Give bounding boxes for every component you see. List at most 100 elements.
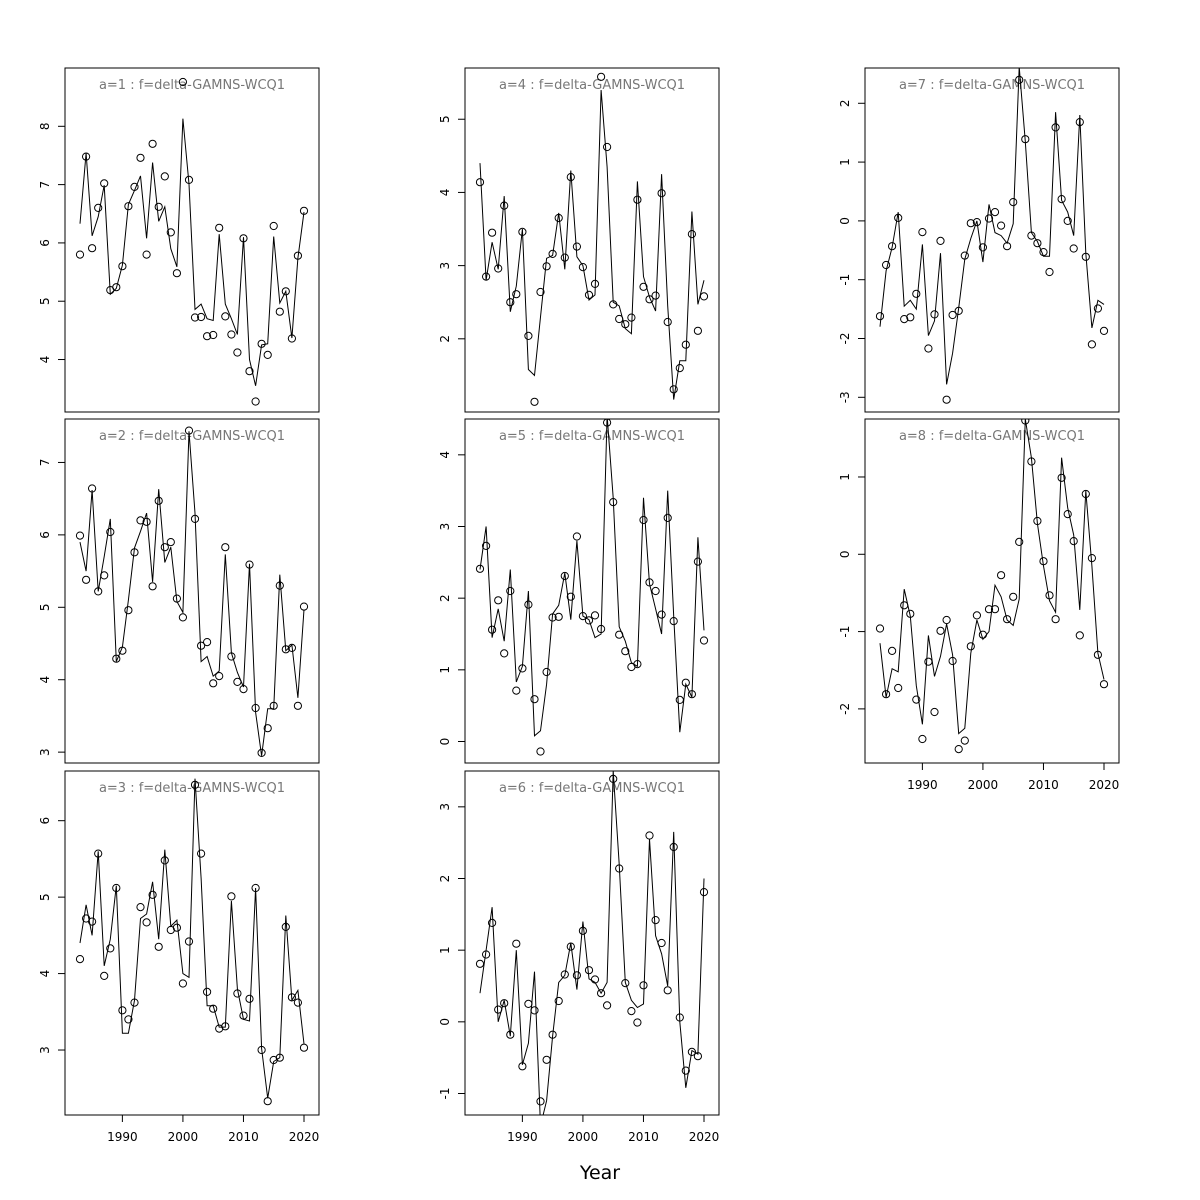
- panel-6-observed-point: [512, 939, 521, 948]
- panel-6-x-tick-label: 1990: [507, 1130, 538, 1144]
- panel-1-observed-point: [197, 312, 206, 322]
- panel-6-y-tick-label: 1: [438, 946, 452, 954]
- panel-5-plot-area: [475, 419, 709, 756]
- panel-5-y-tick-label: 2: [438, 594, 452, 602]
- panel-3-y-tick-label: 5: [38, 893, 52, 901]
- panel-3: a=3 : f=delta-GAMNS-WCQ1 3 4 5 6 1990 2000 2010…: [38, 770, 320, 1144]
- panel-6-observed-point: [627, 1007, 636, 1016]
- panel-7-observed-point: [924, 344, 933, 353]
- panel-8-observed-point: [997, 571, 1006, 580]
- panel-8-observed-point: [972, 611, 982, 620]
- panel-5-y-tick-label: 4: [438, 451, 452, 459]
- panel-4-y-tick-label: 2: [438, 335, 452, 343]
- panel-5-observed-point: [512, 686, 521, 695]
- panel-6-title: a=6 : f=delta-GAMNS-WCQ1: [499, 781, 685, 796]
- panel-6-frame: [464, 770, 720, 1116]
- panel-2-observed-point: [197, 641, 206, 650]
- panel-3-plot-area: [75, 778, 309, 1106]
- panel-7-y-tick-label: 1: [838, 158, 852, 166]
- panel-8-observed-point: [1051, 615, 1060, 624]
- panel-2-y-tick-label: 4: [38, 676, 52, 684]
- panel-1-observed-point: [124, 202, 133, 211]
- panel-1-observed-point: [172, 269, 181, 278]
- panel-2-fitted-line: [79, 431, 305, 756]
- panel-8-observed-point: [954, 745, 963, 754]
- panel-7-observed-point: [1045, 267, 1054, 277]
- panel-6-plot-area: [475, 771, 709, 1115]
- panel-3-x-tick-label: 1990: [107, 1130, 138, 1144]
- panel-6-observed-point: [584, 966, 594, 975]
- panel-8-fitted-line: [879, 419, 1105, 735]
- panel-4-observed-point: [663, 317, 672, 327]
- panel-4-observed-point: [597, 72, 606, 81]
- panel-6-observed-point: [554, 996, 563, 1006]
- panel-1-observed-point: [136, 153, 145, 162]
- panel-8-observed-point: [1009, 592, 1018, 601]
- panel-8-observed-point: [1057, 473, 1066, 482]
- panel-6-observed-point: [687, 1047, 697, 1057]
- panel-1: a=1 : f=delta-GAMNS-WCQ1 4 5 6 7 8: [38, 67, 320, 413]
- panel-4-observed-point: [675, 364, 684, 373]
- panel-3-frame: [64, 770, 320, 1116]
- panel-8-observed-point: [918, 734, 927, 744]
- panel-7-fitted-line: [879, 68, 1105, 385]
- panel-7-observed-point: [978, 243, 988, 252]
- panel-4-y-tick-label: 5: [438, 115, 452, 123]
- panel-1-observed-point: [275, 307, 284, 316]
- panel-3-observed-point: [88, 917, 97, 926]
- panel-8-observed-point: [960, 736, 969, 745]
- panel-4-observed-point: [488, 228, 497, 237]
- panel-1-observed-point: [154, 202, 163, 211]
- panel-5-observed-point: [530, 695, 539, 704]
- panel-2-observed-point: [160, 543, 169, 552]
- panel-5-title: a=5 : f=delta-GAMNS-WCQ1: [499, 429, 685, 444]
- panel-1-observed-point: [245, 367, 254, 376]
- panel-3-observed-point: [178, 979, 187, 988]
- panel-2-title: a=2 : f=delta-GAMNS-WCQ1: [99, 429, 285, 444]
- panel-5-observed-point: [542, 667, 551, 677]
- panel-5-observed-point: [699, 636, 709, 645]
- panel-1-observed-point: [190, 313, 200, 322]
- panel-7-observed-point: [888, 242, 897, 251]
- panel-6-observed-point: [639, 981, 648, 990]
- panel-7-observed-point: [972, 218, 982, 227]
- panel-5-observed-point: [572, 532, 582, 541]
- panel-4-observed-point: [578, 263, 588, 272]
- panel-8-x-tick-label: 2010: [1028, 778, 1059, 792]
- panel-7: a=7 : f=delta-GAMNS-WCQ1 -3 -2 -1 0 1 2: [838, 67, 1120, 413]
- panel-4-y-tick-label: 3: [438, 262, 452, 270]
- panel-6-x-tick-label: 2010: [628, 1130, 659, 1144]
- panel-3-x-tick-label: 2000: [168, 1130, 199, 1144]
- panel-5-observed-point: [663, 513, 672, 523]
- panel-5-observed-point: [584, 616, 594, 625]
- panel-5-observed-point: [657, 610, 666, 619]
- panel-7-observed-point: [1069, 244, 1078, 253]
- panel-8-observed-point: [1015, 537, 1024, 547]
- panel-3-y-tick-label: 6: [38, 817, 52, 825]
- panel-7-observed-point: [912, 289, 921, 298]
- panel-8-frame: [864, 418, 1120, 764]
- panel-1-observed-point: [233, 348, 242, 357]
- panels: a=1 : f=delta-GAMNS-WCQ1 4 5 6 7 8 a=2 : f=del…: [38, 67, 1120, 1144]
- panel-6-observed-point: [572, 971, 582, 980]
- panel-5-observed-point: [506, 586, 515, 596]
- panel-6-observed-point: [560, 970, 569, 979]
- panel-4-observed-point: [651, 291, 660, 300]
- panel-2-observed-point: [75, 531, 85, 540]
- panel-5-observed-point: [639, 515, 648, 525]
- panel-1-observed-point: [215, 223, 224, 232]
- panel-7-y-tick-label: 0: [838, 217, 852, 225]
- panel-1-y-tick-label: 7: [38, 181, 52, 189]
- panel-2-observed-point: [178, 613, 187, 622]
- panel-1-observed-point: [160, 172, 169, 181]
- panel-6-observed-point: [603, 1001, 612, 1010]
- panel-7-observed-point: [1093, 304, 1103, 313]
- panel-7-observed-point: [1099, 326, 1109, 335]
- panel-3-observed-point: [100, 971, 109, 981]
- panel-4-fitted-line: [479, 89, 705, 400]
- figure-x-axis-label: Year: [579, 1162, 620, 1184]
- panel-7-observed-point: [875, 312, 885, 321]
- panel-6-observed-point: [488, 918, 497, 928]
- panel-7-observed-point: [918, 228, 927, 237]
- panel-3-observed-point: [184, 937, 194, 946]
